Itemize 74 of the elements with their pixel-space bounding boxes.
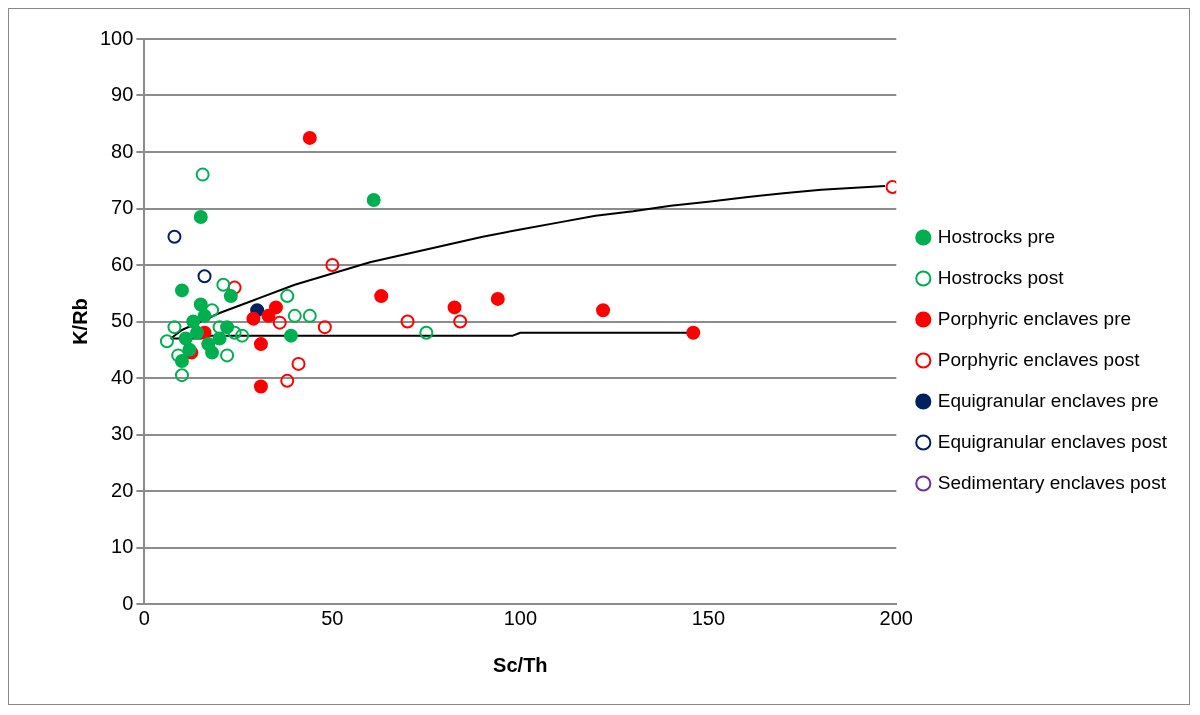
point: [167, 320, 182, 335]
point: [220, 348, 235, 363]
y-tick-label: 10: [111, 535, 134, 558]
point: [220, 320, 235, 335]
point: [366, 193, 381, 208]
point: [167, 229, 182, 244]
point: [193, 209, 208, 224]
legend-label: Hostrocks pre: [937, 225, 1056, 247]
legend-label: Equigranular enclaves post: [937, 430, 1168, 452]
point: [284, 328, 298, 343]
y-tick-label: 100: [99, 26, 134, 49]
legend-label: Sedimentary enclaves post: [937, 471, 1167, 493]
point: [419, 325, 434, 340]
y-tick-label: 20: [111, 478, 134, 501]
point: [280, 373, 295, 388]
x-tick-label: 50: [321, 606, 344, 629]
point: [686, 325, 701, 340]
point: [159, 334, 174, 349]
point: [291, 356, 306, 371]
point: [174, 354, 189, 369]
point: [195, 167, 210, 182]
point: [287, 308, 302, 323]
point: [205, 345, 220, 360]
point: [174, 283, 189, 298]
y-tick-label: 30: [111, 422, 134, 445]
point: [186, 314, 201, 329]
legend-label: Equigranular enclaves pre: [937, 389, 1159, 411]
point: [216, 277, 231, 292]
point: [190, 325, 205, 340]
point: [227, 280, 242, 295]
point: [253, 337, 268, 352]
x-tick-label: 100: [503, 606, 538, 629]
point: [447, 300, 462, 315]
y-tick-label: 50: [111, 309, 134, 332]
point: [197, 269, 212, 284]
point: [302, 308, 317, 323]
legend-label: Porphyric enclaves pre: [937, 307, 1132, 329]
point: [268, 300, 283, 315]
point: [253, 379, 268, 394]
y-tick-label: 80: [111, 139, 134, 162]
x-tick-label: 150: [691, 606, 726, 629]
point: [174, 368, 189, 383]
point: [261, 308, 276, 323]
x-tick-label: 0: [138, 606, 150, 629]
point: [212, 331, 227, 346]
point: [272, 315, 287, 330]
point: [374, 289, 389, 304]
point: [235, 328, 250, 343]
y-tick-label: 60: [111, 252, 134, 275]
point: [197, 308, 212, 323]
x-axis-title: Sc/Th: [493, 653, 548, 676]
point: [171, 348, 186, 363]
point: [280, 289, 295, 304]
y-axis-title: K/Rb: [68, 298, 91, 345]
point: [302, 130, 317, 145]
x-tick-label: 200: [879, 606, 913, 629]
point: [400, 314, 415, 329]
point: [193, 297, 208, 312]
point: [227, 325, 242, 340]
legend-label: Hostrocks post: [937, 266, 1065, 288]
point: [596, 303, 611, 318]
point: [317, 320, 332, 335]
point: [453, 314, 468, 329]
point: [223, 289, 238, 304]
y-tick-label: 40: [111, 365, 134, 388]
y-tick-label: 70: [111, 196, 134, 219]
y-tick-label: 0: [122, 591, 134, 614]
legend-label: Porphyric enclaves post: [937, 348, 1141, 370]
y-tick-label: 90: [111, 83, 134, 106]
point: [490, 291, 505, 306]
point: [246, 311, 261, 326]
point: [325, 258, 340, 272]
point: [178, 331, 193, 346]
point: [205, 303, 220, 318]
